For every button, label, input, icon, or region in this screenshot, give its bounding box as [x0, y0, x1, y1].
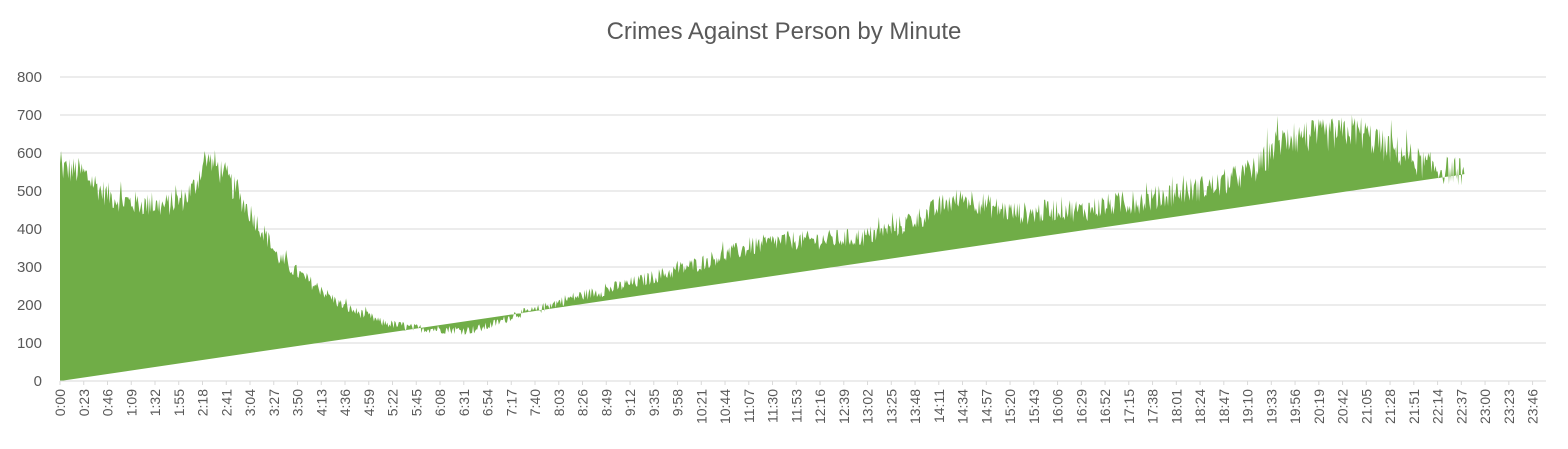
y-tick-label: 600 — [17, 145, 42, 162]
x-tick-label: 7:17 — [503, 389, 519, 416]
x-tick-label: 3:50 — [290, 389, 306, 416]
x-tick-label: 12:16 — [812, 389, 828, 424]
x-tick-label: 15:20 — [1002, 389, 1018, 424]
x-tick-label: 17:15 — [1121, 389, 1137, 424]
x-tick-label: 3:04 — [242, 389, 258, 416]
x-tick-label: 21:28 — [1382, 389, 1398, 424]
x-tick-label: 8:26 — [575, 389, 591, 416]
y-tick-label: 200 — [17, 297, 42, 314]
x-tick-label: 0:23 — [76, 389, 92, 416]
x-tick-label: 17:38 — [1145, 389, 1161, 424]
x-tick-label: 23:23 — [1501, 389, 1517, 424]
y-tick-label: 100 — [17, 335, 42, 352]
x-tick-label: 23:46 — [1525, 389, 1541, 424]
x-tick-label: 19:33 — [1263, 389, 1279, 424]
x-tick-label: 16:52 — [1097, 389, 1113, 424]
x-tick-label: 0:46 — [100, 389, 116, 416]
x-tick-label: 16:06 — [1050, 389, 1066, 424]
x-tick-label: 6:54 — [480, 389, 496, 416]
x-tick-label: 9:58 — [670, 389, 686, 416]
x-tick-label: 2:41 — [218, 389, 234, 416]
x-tick-label: 20:19 — [1311, 389, 1327, 424]
x-tick-label: 11:07 — [741, 389, 757, 423]
x-tick-label: 8:03 — [551, 389, 567, 416]
x-tick-label: 6:31 — [456, 389, 472, 416]
x-tick-label: 20:42 — [1335, 389, 1351, 424]
x-tick-label: 14:11 — [931, 389, 947, 423]
x-tick-label: 7:40 — [527, 389, 543, 416]
y-tick-label: 500 — [17, 183, 42, 200]
axis-layer: 0 100 200 300 400 500 600 700 800 0:00 0:23 0:46 1:0… — [17, 69, 1546, 424]
x-tick-label: 11:53 — [788, 389, 804, 423]
x-tick-label: 18:47 — [1216, 389, 1232, 424]
x-tick-label: 3:27 — [266, 389, 282, 416]
x-tick-label: 19:10 — [1240, 389, 1256, 424]
x-tick-label: 1:32 — [147, 389, 163, 416]
x-tick-label: 8:49 — [598, 389, 614, 416]
x-tick-label: 13:48 — [907, 389, 923, 424]
chart-title: Crimes Against Person by Minute — [606, 18, 962, 45]
x-tick-label: 11:30 — [765, 389, 781, 423]
x-tick-label: 12:39 — [836, 389, 852, 424]
x-tick-label: 19:56 — [1287, 389, 1303, 424]
x-tick-label: 10:21 — [693, 389, 709, 424]
x-tick-label: 14:57 — [978, 389, 994, 424]
x-tick-label: 13:02 — [860, 389, 876, 424]
x-tick-label: 18:24 — [1192, 389, 1208, 424]
area-layer — [60, 114, 1465, 382]
x-tick-label: 1:09 — [123, 389, 139, 416]
x-tick-label: 6:08 — [432, 389, 448, 416]
x-tick-label: 13:25 — [883, 389, 899, 424]
area-series — [60, 114, 1465, 382]
x-tick-label: 22:14 — [1430, 389, 1446, 424]
y-tick-label: 0 — [34, 373, 42, 390]
x-tick-label: 4:13 — [313, 389, 329, 416]
x-tick-label: 23:00 — [1477, 389, 1493, 424]
x-tick-label: 0:00 — [52, 389, 68, 416]
x-tick-label: 1:55 — [171, 389, 187, 416]
x-tick-label: 14:34 — [955, 389, 971, 424]
x-tick-label: 2:18 — [195, 389, 211, 416]
x-tick-label: 10:44 — [717, 389, 733, 424]
x-tick-label: 5:45 — [408, 389, 424, 416]
x-tick-label: 22:37 — [1453, 389, 1469, 424]
x-tick-label: 18:01 — [1168, 389, 1184, 424]
x-tick-label: 9:35 — [646, 389, 662, 416]
y-tick-label: 400 — [17, 221, 42, 238]
x-tick-label: 9:12 — [622, 389, 638, 416]
y-tick-label: 800 — [17, 69, 42, 86]
x-tick-label: 21:51 — [1406, 389, 1422, 424]
x-tick-label: 5:22 — [385, 389, 401, 416]
y-tick-label: 700 — [17, 107, 42, 124]
x-tick-label: 4:59 — [361, 389, 377, 416]
y-tick-label: 300 — [17, 259, 42, 276]
x-tick-label: 4:36 — [337, 389, 353, 416]
x-tick-label: 16:29 — [1073, 389, 1089, 424]
x-tick-label: 15:43 — [1026, 389, 1042, 424]
x-tick-label: 21:05 — [1358, 389, 1374, 424]
